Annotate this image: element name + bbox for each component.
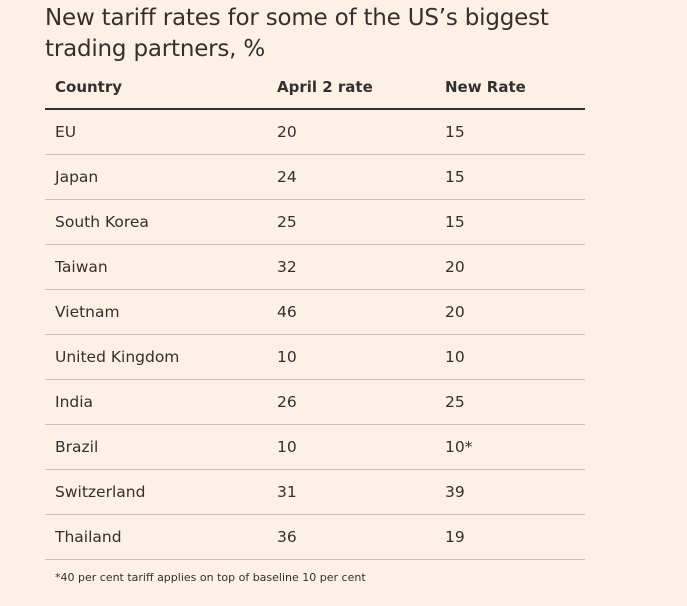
- title-line-1: New tariff rates for some of the US’s bi…: [45, 5, 549, 31]
- april-rate-cell: 36: [277, 528, 297, 546]
- table-row: EU 20 15: [45, 110, 585, 155]
- new-rate-cell: 25: [445, 393, 465, 411]
- chart-title: New tariff rates for some of the US’s bi…: [45, 3, 605, 65]
- table-row: Japan 24 15: [45, 155, 585, 200]
- april-rate-cell: 10: [277, 348, 297, 366]
- new-rate-cell: 20: [445, 303, 465, 321]
- country-cell: Japan: [55, 168, 99, 186]
- april-rate-cell: 32: [277, 258, 297, 276]
- table-row: Switzerland 31 39: [45, 470, 585, 515]
- column-header-new-rate: New Rate: [445, 78, 526, 96]
- new-rate-cell: 15: [445, 123, 465, 141]
- april-rate-cell: 10: [277, 438, 297, 456]
- april-rate-cell: 26: [277, 393, 297, 411]
- new-rate-cell: 15: [445, 168, 465, 186]
- new-rate-cell: 19: [445, 528, 465, 546]
- april-rate-cell: 20: [277, 123, 297, 141]
- tariff-table: Country April 2 rate New Rate EU 20 15 J…: [45, 68, 585, 560]
- country-cell: India: [55, 393, 94, 411]
- table-row: Thailand 36 19: [45, 515, 585, 560]
- new-rate-cell: 10*: [445, 438, 473, 456]
- table-row: Vietnam 46 20: [45, 290, 585, 335]
- country-cell: Vietnam: [55, 303, 120, 321]
- table-row: Brazil 10 10*: [45, 425, 585, 470]
- country-cell: South Korea: [55, 213, 149, 231]
- april-rate-cell: 31: [277, 483, 297, 501]
- table-row: South Korea 25 15: [45, 200, 585, 245]
- country-cell: Brazil: [55, 438, 99, 456]
- country-cell: EU: [55, 123, 77, 141]
- table-row: Taiwan 32 20: [45, 245, 585, 290]
- new-rate-cell: 20: [445, 258, 465, 276]
- title-line-2: trading partners, %: [45, 36, 266, 62]
- country-cell: Switzerland: [55, 483, 146, 501]
- table-row: India 26 25: [45, 380, 585, 425]
- country-cell: Thailand: [55, 528, 122, 546]
- april-rate-cell: 25: [277, 213, 297, 231]
- footnote: *40 per cent tariff applies on top of ba…: [55, 571, 366, 584]
- new-rate-cell: 39: [445, 483, 465, 501]
- column-header-country: Country: [55, 78, 123, 96]
- country-cell: United Kingdom: [55, 348, 180, 366]
- table-row: United Kingdom 10 10: [45, 335, 585, 380]
- new-rate-cell: 15: [445, 213, 465, 231]
- country-cell: Taiwan: [55, 258, 108, 276]
- column-header-april-rate: April 2 rate: [277, 78, 373, 96]
- table-header: Country April 2 rate New Rate: [45, 68, 585, 110]
- new-rate-cell: 10: [445, 348, 465, 366]
- april-rate-cell: 46: [277, 303, 297, 321]
- april-rate-cell: 24: [277, 168, 297, 186]
